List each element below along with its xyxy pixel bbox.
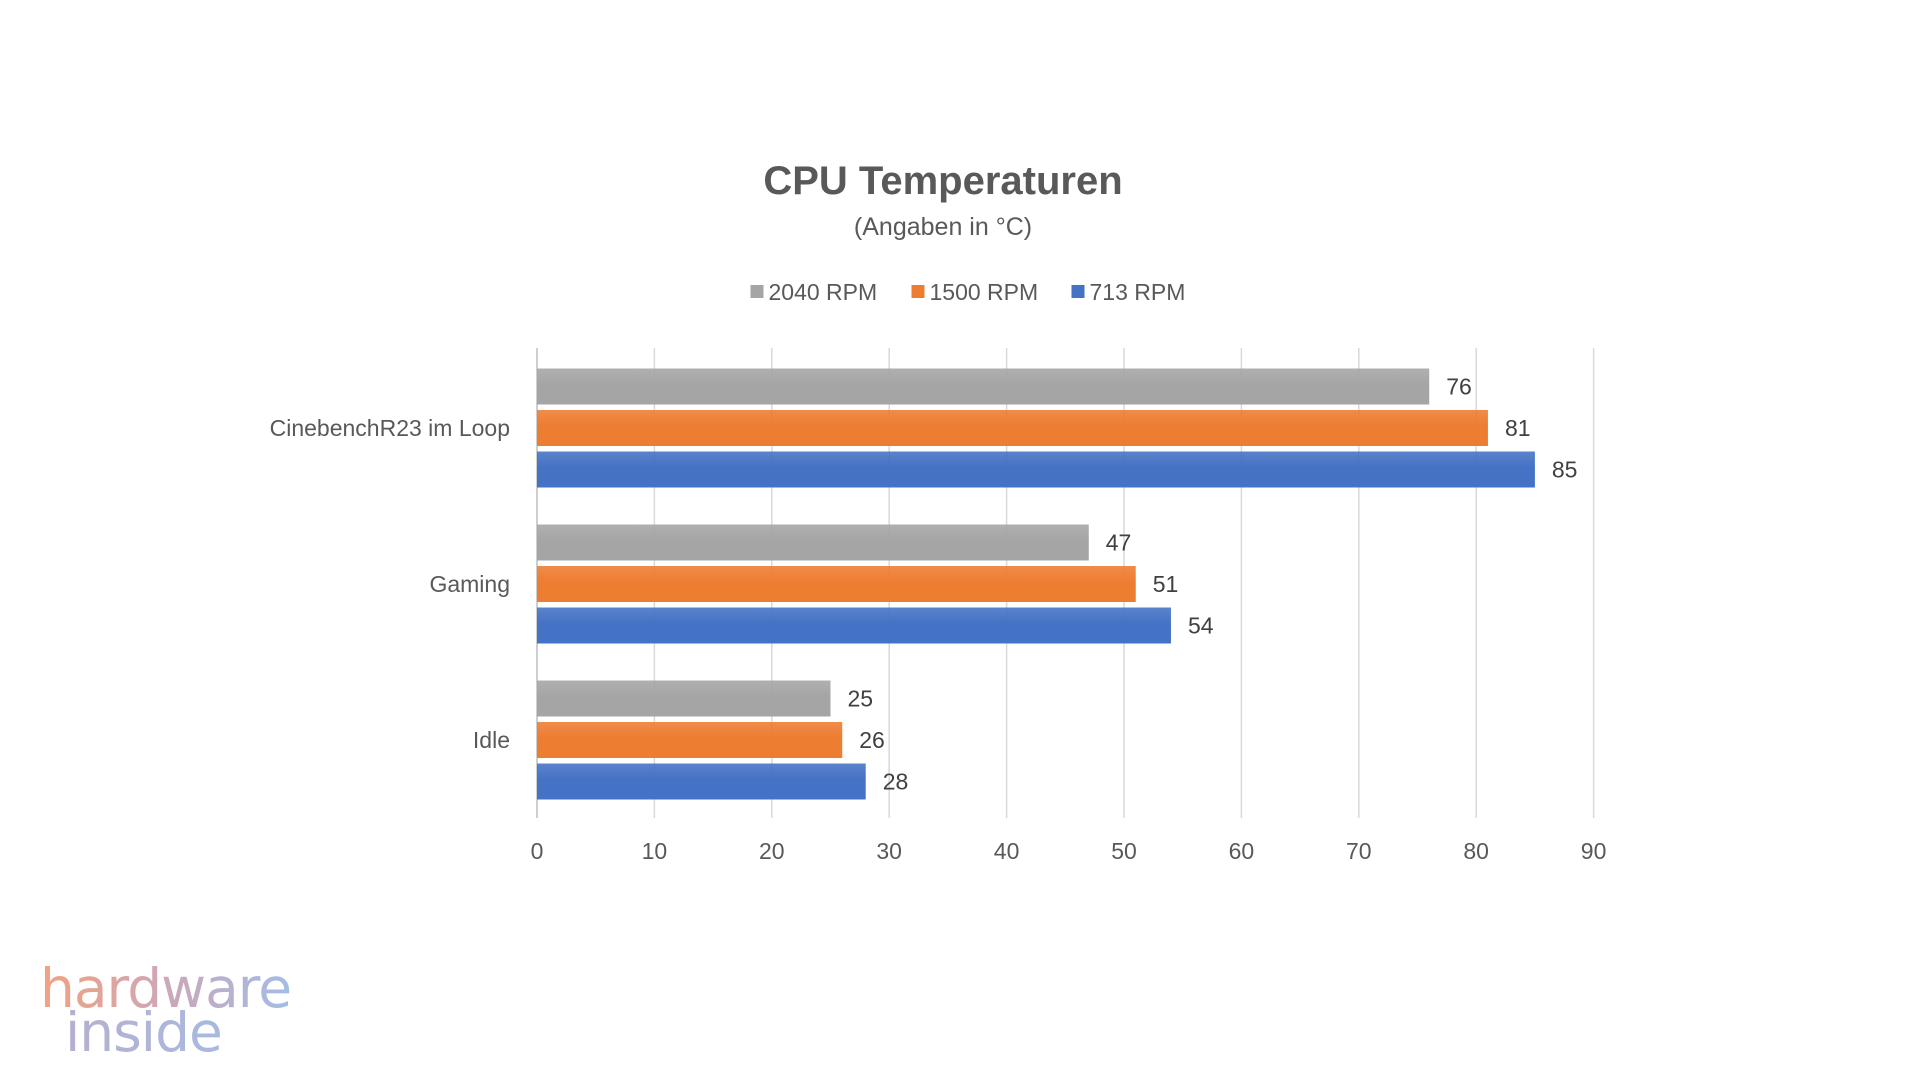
x-tick-0: 0 xyxy=(531,838,544,864)
x-tick-10: 10 xyxy=(642,838,668,864)
chart-subtitle: (Angaben in °C) xyxy=(854,213,1032,241)
category-label-0: CinebenchR23 im Loop xyxy=(270,415,510,441)
data-label-0-1: 47 xyxy=(1106,530,1132,556)
bar-713-rpm-0 xyxy=(537,451,1535,488)
chart-title: CPU Temperaturen xyxy=(763,159,1122,203)
category-label-2: Idle xyxy=(473,727,510,753)
hardware-inside-logo: hardware inside xyxy=(40,956,292,1060)
legend-swatch-0 xyxy=(750,285,764,298)
x-tick-70: 70 xyxy=(1346,838,1372,864)
x-tick-40: 40 xyxy=(994,838,1020,864)
bar-2040-rpm-2 xyxy=(537,680,831,717)
legend-swatch-1 xyxy=(911,285,925,298)
bar-2040-rpm-0 xyxy=(537,368,1430,405)
data-label-2-1: 54 xyxy=(1188,613,1214,639)
data-label-2-0: 85 xyxy=(1552,457,1578,483)
bar-1500-rpm-2 xyxy=(537,722,843,758)
data-label-1-0: 81 xyxy=(1505,415,1531,441)
data-label-0-0: 76 xyxy=(1446,374,1472,400)
x-tick-80: 80 xyxy=(1463,838,1489,864)
x-tick-50: 50 xyxy=(1111,838,1137,864)
legend-swatch-2 xyxy=(1071,285,1085,298)
bar-1500-rpm-0 xyxy=(537,410,1488,446)
x-tick-labels: 0 10 20 30 40 50 60 70 80 90 xyxy=(531,838,1607,864)
legend-label-0: 2040 RPM xyxy=(769,279,878,305)
bar-1500-rpm-1 xyxy=(537,566,1136,602)
legend-label-1: 1500 RPM xyxy=(930,279,1039,305)
bars xyxy=(537,368,1535,800)
data-label-1-2: 26 xyxy=(859,727,885,753)
data-label-1-1: 51 xyxy=(1153,571,1179,597)
x-tick-60: 60 xyxy=(1229,838,1255,864)
bar-713-rpm-1 xyxy=(537,607,1171,644)
data-label-2-2: 28 xyxy=(883,769,909,795)
data-labels: 76 81 85 47 51 54 25 26 28 xyxy=(848,374,1578,795)
category-labels: CinebenchR23 im Loop Gaming Idle xyxy=(270,415,510,753)
logo-line-hardware: hardware xyxy=(40,956,292,1020)
bar-713-rpm-2 xyxy=(537,763,866,800)
x-tick-90: 90 xyxy=(1581,838,1607,864)
bar-2040-rpm-1 xyxy=(537,524,1089,561)
x-tick-30: 30 xyxy=(876,838,902,864)
legend-label-2: 713 RPM xyxy=(1090,279,1186,305)
legend: 2040 RPM 1500 RPM 713 RPM xyxy=(750,279,1186,305)
category-label-1: Gaming xyxy=(429,571,510,597)
x-tick-20: 20 xyxy=(759,838,785,864)
logo-line-inside: inside xyxy=(65,1005,291,1060)
data-label-0-2: 25 xyxy=(848,686,874,712)
